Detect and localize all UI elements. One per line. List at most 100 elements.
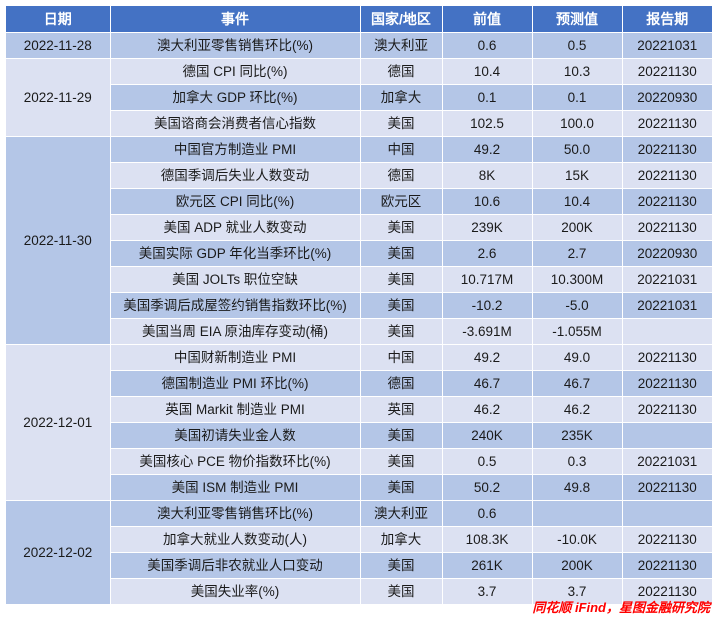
cell-event: 英国 Markit 制造业 PMI (110, 396, 361, 423)
cell-report: 20221031 (621, 266, 712, 293)
cell-country: 美国 (359, 266, 443, 293)
cell-forecast: 0.3 (531, 448, 623, 475)
cell-report: 20221130 (621, 162, 712, 189)
table-row: 2022-11-29 德国 CPI 同比(%) 德国 10.4 10.3 20221130 (6, 58, 712, 137)
column-header-forecast[interactable]: 预测值 (531, 6, 623, 33)
cell-previous: 10.6 (441, 188, 533, 215)
cell-country: 澳大利亚 (359, 32, 443, 59)
table-row: 加拿大就业人数变动(人) 加拿大 108.3K -10.0K 20221130 (6, 526, 712, 553)
cell-previous: 0.5 (441, 448, 533, 475)
cell-report: 20221130 (621, 474, 712, 501)
cell-report (621, 422, 712, 449)
cell-country: 美国 (359, 214, 443, 241)
cell-country: 中国 (359, 136, 443, 163)
cell-event: 澳大利亚零售销售环比(%) (109, 32, 361, 59)
cell-event: 美国失业率(%) (110, 578, 361, 605)
cell-report: 20221130 (621, 552, 712, 579)
table-row: 美国 ISM 制造业 PMI 美国 50.2 49.8 20221130 (6, 474, 712, 501)
column-header-date[interactable]: 日期 (6, 6, 111, 33)
cell-report: 20221130 (621, 136, 712, 163)
cell-forecast: 0.1 (531, 84, 623, 111)
cell-forecast: 49.0 (531, 344, 623, 371)
table-row: 2022-11-30 中国官方制造业 PMI 中国 49.2 50.0 20221130 (6, 136, 712, 345)
cell-country: 美国 (359, 448, 443, 475)
cell-report: 20221130 (621, 110, 712, 137)
table-body: 2022-11-28 澳大利亚零售销售环比(%) 澳大利亚 0.6 0.5 2022103… (6, 32, 712, 605)
cell-event: 加拿大 GDP 环比(%) (110, 84, 361, 111)
table-row: 美国季调后非农就业人口变动 美国 261K 200K 20221130 (6, 552, 712, 579)
cell-report: 20220930 (621, 240, 712, 267)
cell-country: 美国 (359, 292, 443, 319)
cell-previous: 261K (441, 552, 533, 579)
cell-previous: 46.7 (441, 370, 533, 397)
cell-previous: 108.3K (441, 526, 533, 553)
cell-country: 加拿大 (359, 526, 443, 553)
cell-event: 中国官方制造业 PMI (109, 136, 361, 163)
cell-forecast: 235K (531, 422, 623, 449)
table-row: 德国制造业 PMI 环比(%) 德国 46.7 46.7 20221130 (6, 370, 712, 397)
table-row: 2022-11-28 澳大利亚零售销售环比(%) 澳大利亚 0.6 0.5 2022103… (6, 32, 712, 59)
cell-report: 20221130 (621, 396, 712, 423)
cell-forecast: 10.300M (531, 266, 623, 293)
cell-forecast: 15K (531, 162, 623, 189)
cell-report: 20220930 (621, 84, 712, 111)
cell-forecast: 10.4 (531, 188, 623, 215)
cell-report: 20221130 (621, 214, 712, 241)
cell-country: 美国 (359, 318, 443, 345)
cell-event: 德国 CPI 同比(%) (109, 58, 361, 85)
table-row: 美国谘商会消费者信心指数 美国 102.5 100.0 20221130 (6, 110, 712, 137)
cell-event: 美国 ADP 就业人数变动 (110, 214, 361, 241)
cell-event: 德国季调后失业人数变动 (110, 162, 361, 189)
cell-country: 欧元区 (359, 188, 443, 215)
cell-country: 美国 (359, 240, 443, 267)
cell-previous: 46.2 (441, 396, 533, 423)
date-group-cell: 2022-11-29 (6, 58, 111, 137)
cell-event: 中国财新制造业 PMI (109, 344, 361, 371)
economic-calendar-table: 日期 事件 国家/地区 前值 预测值 报告期 2022-11-28 澳大利亚零售销… (6, 6, 712, 605)
table-row: 2022-12-01 中国财新制造业 PMI 中国 49.2 49.0 20221130 (6, 344, 712, 501)
cell-previous: 3.7 (441, 578, 533, 605)
table-row: 美国 ADP 就业人数变动 美国 239K 200K 20221130 (6, 214, 712, 241)
cell-report: 20221130 (621, 344, 712, 371)
table-header: 日期 事件 国家/地区 前值 预测值 报告期 (6, 6, 712, 33)
cell-event: 德国制造业 PMI 环比(%) (110, 370, 361, 397)
cell-country: 中国 (359, 344, 443, 371)
cell-country: 德国 (359, 370, 443, 397)
cell-previous: 49.2 (441, 344, 533, 371)
cell-forecast: 2.7 (531, 240, 623, 267)
column-header-previous[interactable]: 前值 (441, 6, 533, 33)
date-group-cell: 2022-11-28 (6, 32, 111, 59)
column-header-report[interactable]: 报告期 (621, 6, 712, 33)
table-row: 2022-12-02 澳大利亚零售销售环比(%) 澳大利亚 0.6 (6, 500, 712, 605)
table-row: 美国实际 GDP 年化当季环比(%) 美国 2.6 2.7 20220930 (6, 240, 712, 267)
cell-previous: 0.6 (441, 32, 533, 59)
cell-event: 美国当周 EIA 原油库存变动(桶) (110, 318, 361, 345)
column-header-country[interactable]: 国家/地区 (359, 6, 443, 33)
cell-country: 英国 (359, 396, 443, 423)
cell-event: 欧元区 CPI 同比(%) (110, 188, 361, 215)
table-row: 美国季调后成屋签约销售指数环比(%) 美国 -10.2 -5.0 20221031 (6, 292, 712, 319)
cell-forecast: 100.0 (531, 110, 623, 137)
cell-country: 美国 (359, 474, 443, 501)
table-row: 英国 Markit 制造业 PMI 英国 46.2 46.2 20221130 (6, 396, 712, 423)
cell-forecast: -5.0 (531, 292, 623, 319)
cell-event: 美国实际 GDP 年化当季环比(%) (110, 240, 361, 267)
cell-country: 美国 (359, 422, 443, 449)
cell-forecast (531, 500, 623, 527)
table-header-row: 日期 事件 国家/地区 前值 预测值 报告期 (6, 6, 712, 33)
cell-event: 澳大利亚零售销售环比(%) (109, 500, 361, 527)
cell-event: 美国初请失业金人数 (110, 422, 361, 449)
cell-forecast: 200K (531, 552, 623, 579)
cell-previous: -10.2 (441, 292, 533, 319)
cell-forecast: 46.7 (531, 370, 623, 397)
cell-report: 20221130 (621, 58, 712, 85)
cell-forecast: 10.3 (531, 58, 623, 85)
cell-previous: -3.691M (441, 318, 533, 345)
table-row: 美国初请失业金人数 美国 240K 235K (6, 422, 712, 449)
table-row: 美国核心 PCE 物价指数环比(%) 美国 0.5 0.3 20221031 (6, 448, 712, 475)
cell-report: 20221130 (621, 188, 712, 215)
cell-country: 德国 (359, 162, 443, 189)
column-header-event[interactable]: 事件 (109, 6, 361, 33)
cell-country: 加拿大 (359, 84, 443, 111)
